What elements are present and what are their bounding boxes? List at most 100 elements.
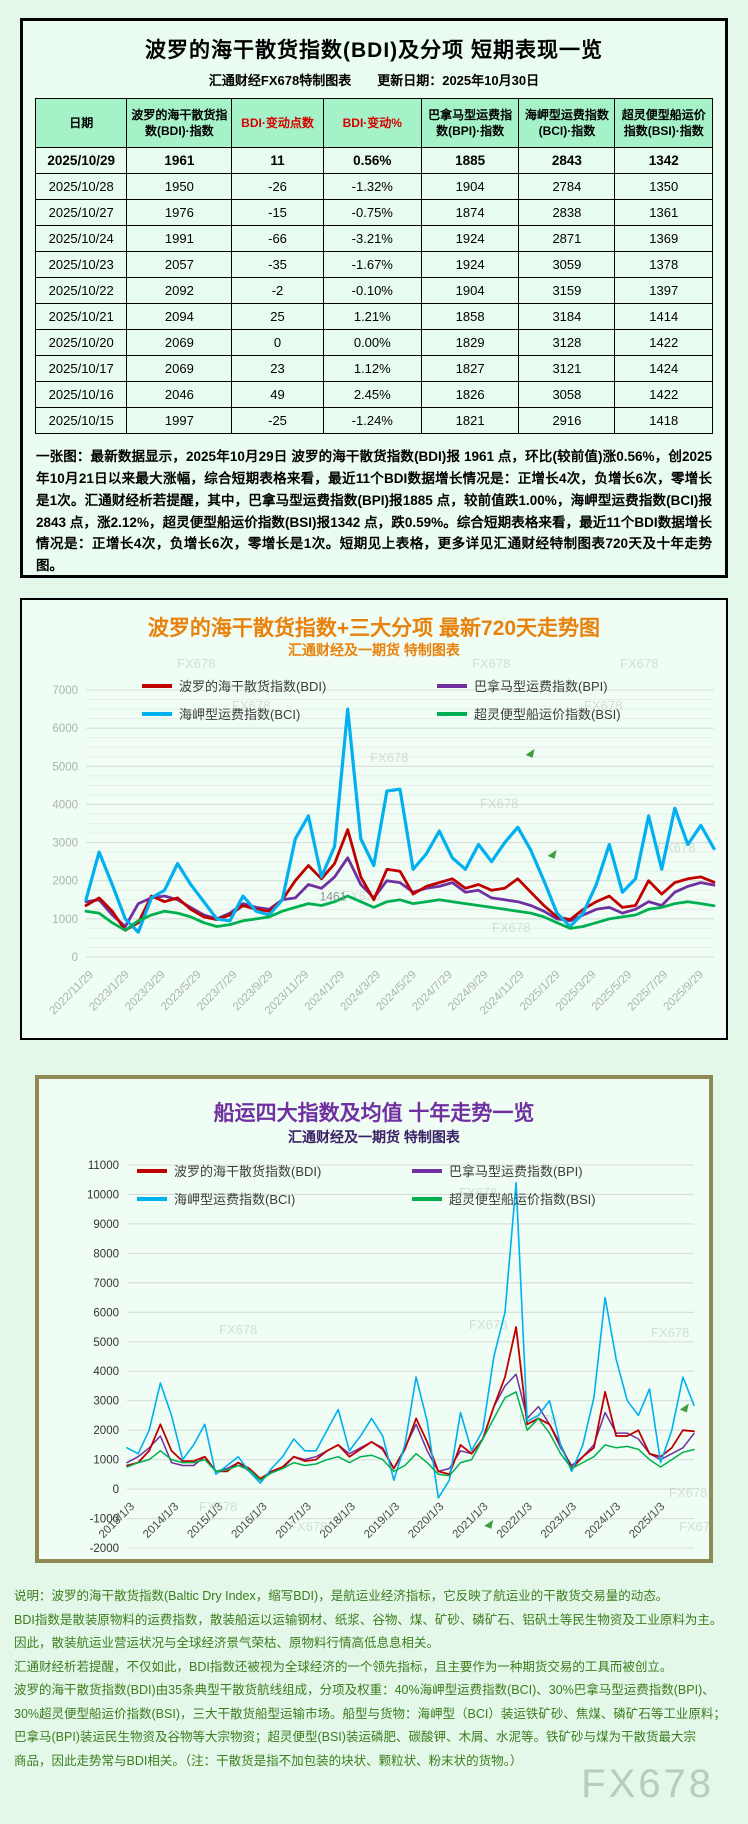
y-axis-label: 0 (113, 1484, 119, 1496)
table-row: 2025/10/27 1976 -15 -0.75% 1874 2838 1361 (34, 199, 713, 226)
value-cell: 1350 (614, 173, 713, 200)
y-axis-label: 1000 (93, 1455, 119, 1467)
value-cell: -15 (231, 199, 324, 226)
value-cell: 11 (231, 147, 324, 174)
value-cell: 1904 (420, 173, 520, 200)
date-cell: 2025/10/21 (34, 303, 128, 330)
table-row: 2025/10/15 1997 -25 -1.24% 1821 2916 1418 (34, 407, 713, 434)
date-cell: 2025/10/28 (34, 173, 128, 200)
value-cell: -1.24% (322, 407, 422, 434)
value-cell: -25 (231, 407, 324, 434)
value-cell: 1997 (126, 407, 233, 434)
value-cell: 2057 (126, 251, 233, 278)
legend-label: 超灵便型船运价指数(BSI) (449, 1192, 596, 1207)
fx678-watermark: FX678 (581, 1762, 714, 1806)
chart-720day-legend: 波罗的海干散货指数(BDI) 巴拿马型运费指数(BPI) 海岬型运费指数(BCI) 超… (142, 676, 732, 723)
x-axis-label: 2024/1/3 (583, 1501, 623, 1541)
chart-watermark: FX678 (492, 920, 530, 935)
value-cell: -26 (231, 173, 324, 200)
bdi-summary-card: 波罗的海干散货指数(BDI)及分项 短期表现一览 汇通财经FX678特制图表 更… (20, 18, 728, 578)
value-cell: 2069 (126, 355, 233, 382)
chart-720day-title: 波罗的海干散货指数+三大分项 最新720天走势图 (147, 617, 601, 640)
chart720-canvas: 010002000300040005000600070002022/11/292… (48, 656, 716, 1018)
chart-watermark: FX678 (669, 1485, 707, 1500)
x-axis-label: 2020/1/3 (406, 1501, 446, 1541)
series-line-2 (126, 1373, 695, 1481)
legend-item: 巴拿马型运费指数(BPI) (437, 676, 732, 695)
value-cell: -3.21% (322, 225, 422, 252)
legend-item: 海岬型运费指数(BCI) (142, 704, 437, 723)
series-line-4 (84, 894, 716, 932)
report-subtitle: 汇通财经FX678特制图表 更新日期：2025年10月30日 (208, 73, 540, 88)
value-cell: 1422 (614, 381, 713, 408)
footer-line: 30%超灵便型船运价指数(BSI)，三大干散货船型运输市场。船型与货物：海岬型（… (14, 1706, 726, 1721)
legend-label: 波罗的海干散货指数(BDI) (179, 679, 327, 694)
value-cell: 1.21% (322, 303, 422, 330)
value-cell: 1397 (614, 277, 713, 304)
footer-line: 商品，因此走势常与BDI相关。（注：干散货是指不加包装的块状、颗粒状、粉末状的货… (14, 1753, 523, 1768)
column-header: 海岬型运费指数(BCI)·指数 (518, 98, 616, 148)
value-cell: 0.56% (322, 147, 422, 174)
value-cell: 3121 (518, 355, 616, 382)
chart-watermark: FX678 (679, 1519, 709, 1534)
chart-10year-subtitle: 汇通财经及一期货 特制图表 (288, 1129, 460, 1145)
value-cell: 1378 (614, 251, 713, 278)
table-row: 2025/10/16 2046 49 2.45% 1826 3058 1422 (34, 381, 713, 408)
chart-10year-panel: 船运四大指数及均值 十年走势一览 汇通财经及一期货 特制图表 波罗的海干散货指数… (35, 1075, 713, 1563)
series-line-2 (84, 856, 716, 928)
bdi-table: 日期 波罗的海干散货指数(BDI)·指数 BDI·变动点数 BDI·变动% 巴拿马型运费… (34, 98, 713, 434)
table-row: 2025/10/22 2092 -2 -0.10% 1904 3159 1397 (34, 277, 713, 304)
series-line-4 (126, 1391, 695, 1481)
y-axis-label: 10000 (87, 1189, 119, 1201)
value-cell: 1924 (420, 251, 520, 278)
x-axis-label: 2022/11/29 (48, 969, 97, 1018)
value-cell: 1369 (614, 225, 713, 252)
legend-label: 波罗的海干散货指数(BDI) (174, 1164, 322, 1179)
column-header: 波罗的海干散货指数(BDI)·指数 (126, 98, 233, 148)
y-axis-label: 0 (72, 952, 78, 964)
value-cell: 1826 (420, 381, 520, 408)
value-cell: 25 (231, 303, 324, 330)
value-cell: 1829 (420, 329, 520, 356)
chart-watermark: FX678 (584, 698, 622, 713)
artifact-triangle-icon (525, 748, 535, 758)
value-cell: 3128 (518, 329, 616, 356)
legend-item: 超灵便型船运价指数(BSI) (412, 1189, 687, 1208)
value-cell: 3058 (518, 381, 616, 408)
legend-item: 超灵便型船运价指数(BSI) (437, 704, 732, 723)
chart-watermark: FX678 (219, 1322, 257, 1337)
y-axis-label: 1000 (52, 914, 78, 926)
artifact-triangle-icon (679, 1403, 689, 1413)
date-cell: 2025/10/23 (34, 251, 128, 278)
date-cell: 2025/10/29 (34, 147, 128, 174)
footer-line: 汇通财经析若提醒，不仅如此，BDI指数还被视为全球经济的一个领先指标，且主要作为… (14, 1659, 673, 1674)
chart-watermark: FX678 (177, 656, 215, 671)
value-cell: 1342 (614, 147, 713, 174)
table-row: 2025/10/24 1991 -66 -3.21% 1924 2871 1369 (34, 225, 713, 252)
value-cell: 49 (231, 381, 324, 408)
value-cell: 1924 (420, 225, 520, 252)
date-cell: 2025/10/27 (34, 199, 128, 226)
artifact-triangle-icon (547, 849, 557, 859)
chart-watermark: FX678 (199, 1499, 237, 1514)
value-cell: 2843 (518, 147, 616, 174)
value-cell: 2092 (126, 277, 233, 304)
y-axis-label: 7000 (93, 1278, 119, 1290)
legend-item: 海岬型运费指数(BCI) (137, 1189, 412, 1208)
legend-line-icon (137, 1196, 167, 1201)
value-cell: 0.00% (322, 329, 422, 356)
artifact-triangle-icon (484, 1519, 494, 1529)
y-axis-label: 9000 (93, 1219, 119, 1231)
legend-item: 巴拿马型运费指数(BPI) (412, 1161, 687, 1180)
value-cell: 3184 (518, 303, 616, 330)
legend-line-icon (437, 711, 467, 716)
chart-watermark: FX678 (469, 1317, 507, 1332)
y-axis-label: 6000 (93, 1307, 119, 1319)
chart-watermark: FX678 (472, 656, 510, 671)
value-cell: 1950 (126, 173, 233, 200)
y-axis-label: 6000 (52, 723, 78, 735)
value-cell: 1904 (420, 277, 520, 304)
table-row: 2025/10/21 2094 25 1.21% 1858 3184 1414 (34, 303, 713, 330)
chart-watermark: FX678 (232, 698, 270, 713)
table-row: 2025/10/28 1950 -26 -1.32% 1904 2784 1350 (34, 173, 713, 200)
